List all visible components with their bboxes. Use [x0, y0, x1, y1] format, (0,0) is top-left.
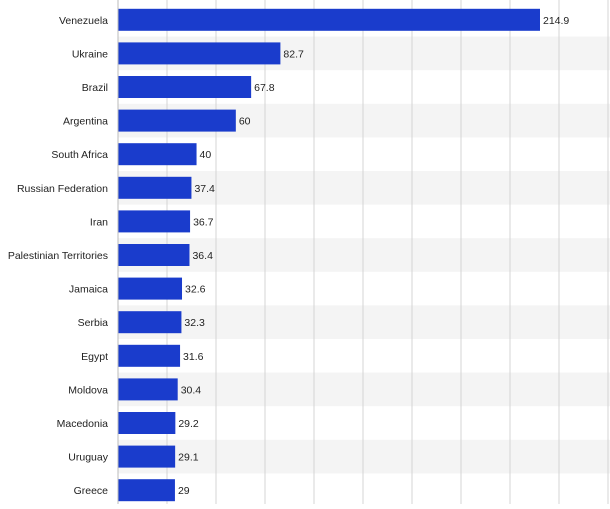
bar	[118, 76, 252, 98]
category-label: Argentina	[63, 116, 108, 128]
bar	[118, 143, 197, 166]
category-label: Uruguay	[68, 452, 108, 464]
bar	[118, 412, 176, 434]
category-label: Egypt	[81, 351, 108, 363]
category-label: Serbia	[78, 317, 109, 329]
bar	[118, 311, 182, 334]
category-label: Palestinian Territories	[8, 250, 108, 262]
bar	[118, 344, 181, 367]
row-stripes	[118, 36, 610, 474]
row-stripe	[118, 171, 610, 205]
row-stripe	[118, 439, 610, 474]
value-label: 36.7	[193, 216, 214, 228]
row-stripe	[118, 238, 610, 272]
bar	[118, 42, 281, 65]
bar	[118, 277, 183, 300]
value-label: 32.3	[184, 317, 205, 329]
value-label: 29.1	[178, 452, 199, 464]
bar	[118, 109, 236, 132]
value-label: 214.9	[543, 15, 569, 27]
category-label: South Africa	[51, 149, 108, 161]
value-label: 40	[200, 149, 212, 161]
value-label: 32.6	[185, 284, 206, 296]
value-label: 31.6	[183, 351, 204, 363]
category-label: Moldova	[68, 384, 108, 396]
value-label: 37.4	[194, 183, 215, 195]
value-label: 60	[239, 116, 251, 128]
category-labels: Venezuela Ukraine Brazil Argentina South Afr…	[8, 15, 109, 497]
category-label: Iran	[90, 216, 108, 228]
category-label: Ukraine	[72, 48, 108, 60]
category-label: Russian Federation	[17, 183, 108, 195]
category-label: Venezuela	[59, 15, 108, 27]
value-label: 29.2	[178, 418, 199, 430]
bar	[118, 479, 175, 502]
bar	[118, 210, 191, 233]
value-label: 29	[178, 485, 190, 497]
value-label: 67.8	[254, 82, 275, 94]
bar	[118, 445, 176, 468]
value-label: 36.4	[192, 250, 213, 262]
bar	[118, 378, 178, 401]
category-label: Greece	[74, 485, 109, 497]
row-stripe	[118, 305, 610, 339]
value-label: 82.7	[283, 48, 304, 60]
category-label: Brazil	[82, 82, 108, 94]
bars	[118, 8, 540, 502]
value-labels: 214.9 82.7 67.8 60 40 37.4 36.7 36.4 32.6 32.3 31.…	[178, 15, 569, 497]
bar	[118, 8, 540, 31]
row-stripe	[118, 372, 610, 407]
category-label: Macedonia	[57, 418, 109, 430]
bar	[118, 244, 190, 266]
category-label: Jamaica	[69, 284, 108, 296]
bar	[118, 176, 192, 199]
value-label: 30.4	[181, 384, 202, 396]
